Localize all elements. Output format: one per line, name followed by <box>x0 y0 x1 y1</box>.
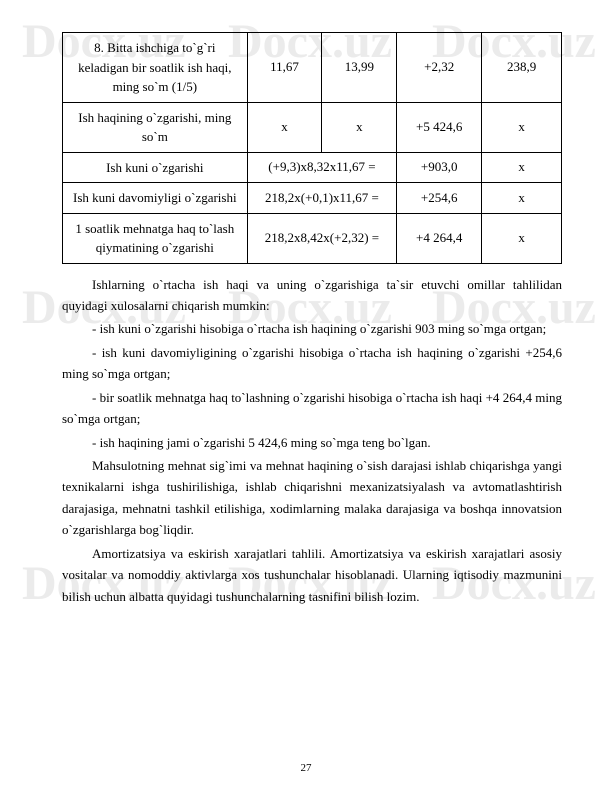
table-row: 8. Bitta ishchiga to`g`ri keladigan bir … <box>63 33 562 103</box>
cell: x <box>247 102 322 152</box>
cell: +4 264,4 <box>397 213 482 263</box>
table-row: Ish kuni o`zgarishi (+9,3)x8,32x11,67 = … <box>63 152 562 183</box>
cell: 13,99 <box>322 33 397 103</box>
cell: 11,67 <box>247 33 322 103</box>
row-label: Ish haqining o`zgarishi, ming so`m <box>63 102 248 152</box>
body-text: Ishlarning o`rtacha ish haqi va uning o`… <box>62 274 562 608</box>
row-label: 1 soatlik mehnatga haq to`lash qiymatini… <box>63 213 248 263</box>
cell: x <box>482 152 562 183</box>
row-label: Ish kuni o`zgarishi <box>63 152 248 183</box>
cell: 238,9 <box>482 33 562 103</box>
cell: x <box>482 213 562 263</box>
paragraph: - ish kuni davomiyligining o`zgarishi hi… <box>62 342 562 385</box>
paragraph: Amortizatsiya va eskirish xarajatlari ta… <box>62 543 562 607</box>
cell: x <box>482 102 562 152</box>
page-content: 8. Bitta ishchiga to`g`ri keladigan bir … <box>0 0 612 629</box>
page-number: 27 <box>0 762 612 774</box>
row-label: 8. Bitta ishchiga to`g`ri keladigan bir … <box>63 33 248 103</box>
cell: +903,0 <box>397 152 482 183</box>
cell: +254,6 <box>397 183 482 214</box>
table-row: Ish kuni davomiyligi o`zgarishi 218,2x(+… <box>63 183 562 214</box>
paragraph: - bir soatlik mehnatga haq to`lashning o… <box>62 387 562 430</box>
data-table: 8. Bitta ishchiga to`g`ri keladigan bir … <box>62 32 562 264</box>
cell-span: (+9,3)x8,32x11,67 = <box>247 152 397 183</box>
cell: +2,32 <box>397 33 482 103</box>
cell-span: 218,2x(+0,1)x11,67 = <box>247 183 397 214</box>
cell: x <box>322 102 397 152</box>
row-label: Ish kuni davomiyligi o`zgarishi <box>63 183 248 214</box>
paragraph: Mahsulotning mehnat sig`imi va mehnat ha… <box>62 455 562 541</box>
paragraph: - ish kuni o`zgarishi hisobiga o`rtacha … <box>62 318 562 339</box>
paragraph: - ish haqining jami o`zgarishi 5 424,6 m… <box>62 432 562 453</box>
cell: +5 424,6 <box>397 102 482 152</box>
cell: x <box>482 183 562 214</box>
table-row: Ish haqining o`zgarishi, ming so`m x x +… <box>63 102 562 152</box>
paragraph: Ishlarning o`rtacha ish haqi va uning o`… <box>62 274 562 317</box>
table-row: 1 soatlik mehnatga haq to`lash qiymatini… <box>63 213 562 263</box>
cell-span: 218,2x8,42x(+2,32) = <box>247 213 397 263</box>
